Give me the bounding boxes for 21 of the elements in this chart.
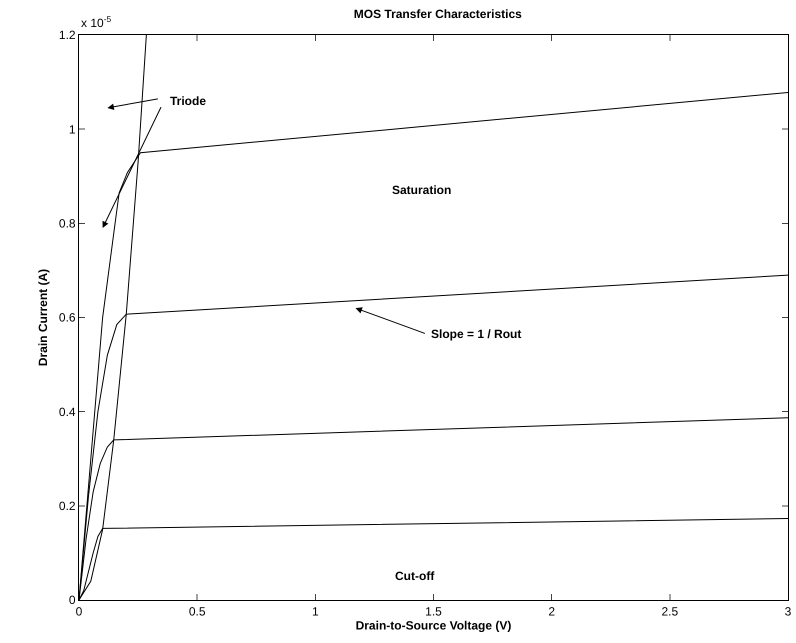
annotation: Slope = 1 / Rout [431,327,522,341]
x-tick-label: 1 [312,604,319,618]
chart-title: MOS Transfer Characteristics [354,7,522,22]
y-axis-title: Drain Current (A) [36,268,50,366]
annotation: Triode [170,94,206,108]
annotation: Saturation [392,183,452,197]
y-tick-label: 0.2 [58,499,76,514]
x-tick-label: 0.5 [188,604,206,618]
y-tick-label: 1 [68,122,76,136]
y-tick-label: 0 [68,593,76,608]
text: x 10$^{-5}$ [81,14,112,30]
x-axis-title: Drain-to-Source Voltage (V) [356,618,512,632]
x-tick-label: 2 [548,604,556,618]
y-tick-label: 0.6 [58,310,76,325]
annotation: Cut-off [395,569,436,583]
x-tick-label: 3 [784,604,792,618]
x-tick-label: 1.5 [425,604,442,618]
y-tick-label: 1.2 [58,28,76,42]
y-tick-label: 0.8 [58,216,76,231]
y-tick-label: 0.4 [58,404,76,419]
x-tick-label: 2.5 [661,604,678,618]
